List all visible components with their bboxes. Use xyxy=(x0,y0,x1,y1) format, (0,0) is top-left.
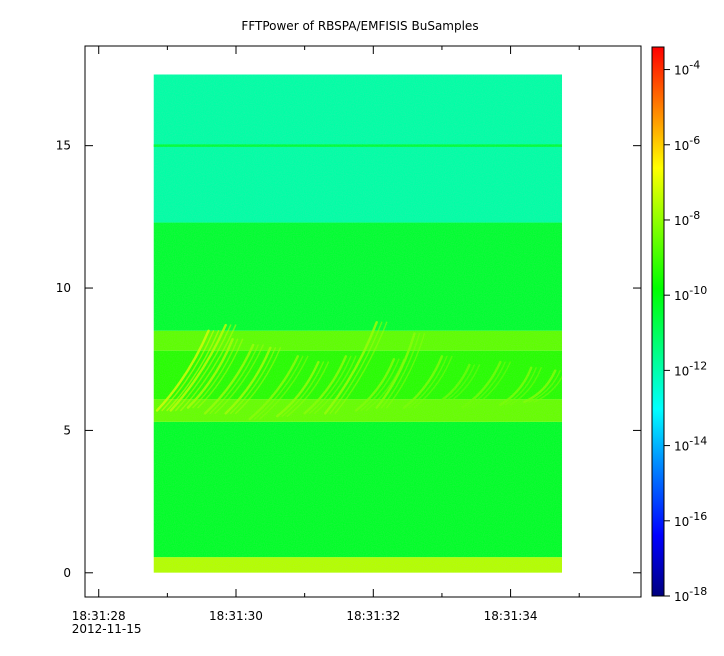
colorbar-tick-exponent: -8 xyxy=(689,209,700,222)
colorbar-tick-exponent: -14 xyxy=(689,435,707,448)
colorbar-tick-label: 10-6 xyxy=(674,134,700,153)
colorbar-tick-base: 10 xyxy=(674,139,689,153)
colorbar-tick-base: 10 xyxy=(674,289,689,303)
colorbar-tick-exponent: -4 xyxy=(689,59,700,72)
x-tick-sublabel: 2012-11-15 xyxy=(72,622,142,636)
colorbar-tick-base: 10 xyxy=(674,364,689,378)
colorbar-tick-base: 10 xyxy=(674,515,689,529)
x-tick-label: 18:31:28 xyxy=(72,609,126,623)
colorbar-tick-base: 10 xyxy=(674,214,689,228)
colorbar-tick-label: 10-12 xyxy=(674,359,707,378)
colorbar-tick-label: 10-4 xyxy=(674,59,700,78)
colorbar xyxy=(651,46,665,597)
x-tick-label: 18:31:32 xyxy=(346,609,400,623)
colorbar-tick-exponent: -6 xyxy=(689,134,700,147)
colorbar-tick-base: 10 xyxy=(674,590,689,604)
colorbar-tick-base: 10 xyxy=(674,64,689,78)
noise-overlay xyxy=(153,74,563,573)
colorbar-tick-label: 10-8 xyxy=(674,209,700,228)
colorbar-tick-label: 10-10 xyxy=(674,284,707,303)
chart-title: FFTPower of RBSPA/EMFISIS BuSamples xyxy=(241,19,478,33)
colorbar-tick-exponent: -16 xyxy=(689,510,707,523)
x-tick-label: 18:31:30 xyxy=(209,609,263,623)
y-tick-label: 10 xyxy=(56,281,71,295)
x-tick-label: 18:31:34 xyxy=(484,609,538,623)
spectrogram-image xyxy=(153,74,563,573)
colorbar-tick-label: 10-18 xyxy=(674,585,707,604)
colorbar-tick-exponent: -12 xyxy=(689,359,707,372)
colorbar-tick-label: 10-14 xyxy=(674,435,707,454)
y-tick-label: 15 xyxy=(56,139,71,153)
y-axis: 0 5 10 15 xyxy=(56,139,641,580)
colorbar-tick-exponent: -18 xyxy=(689,585,707,598)
colorbar-tick-label: 10-16 xyxy=(674,510,707,529)
colorbar-tick-base: 10 xyxy=(674,440,689,454)
y-tick-label: 0 xyxy=(63,566,71,580)
y-tick-label: 5 xyxy=(63,423,71,437)
colorbar-tick-exponent: -10 xyxy=(689,284,707,297)
